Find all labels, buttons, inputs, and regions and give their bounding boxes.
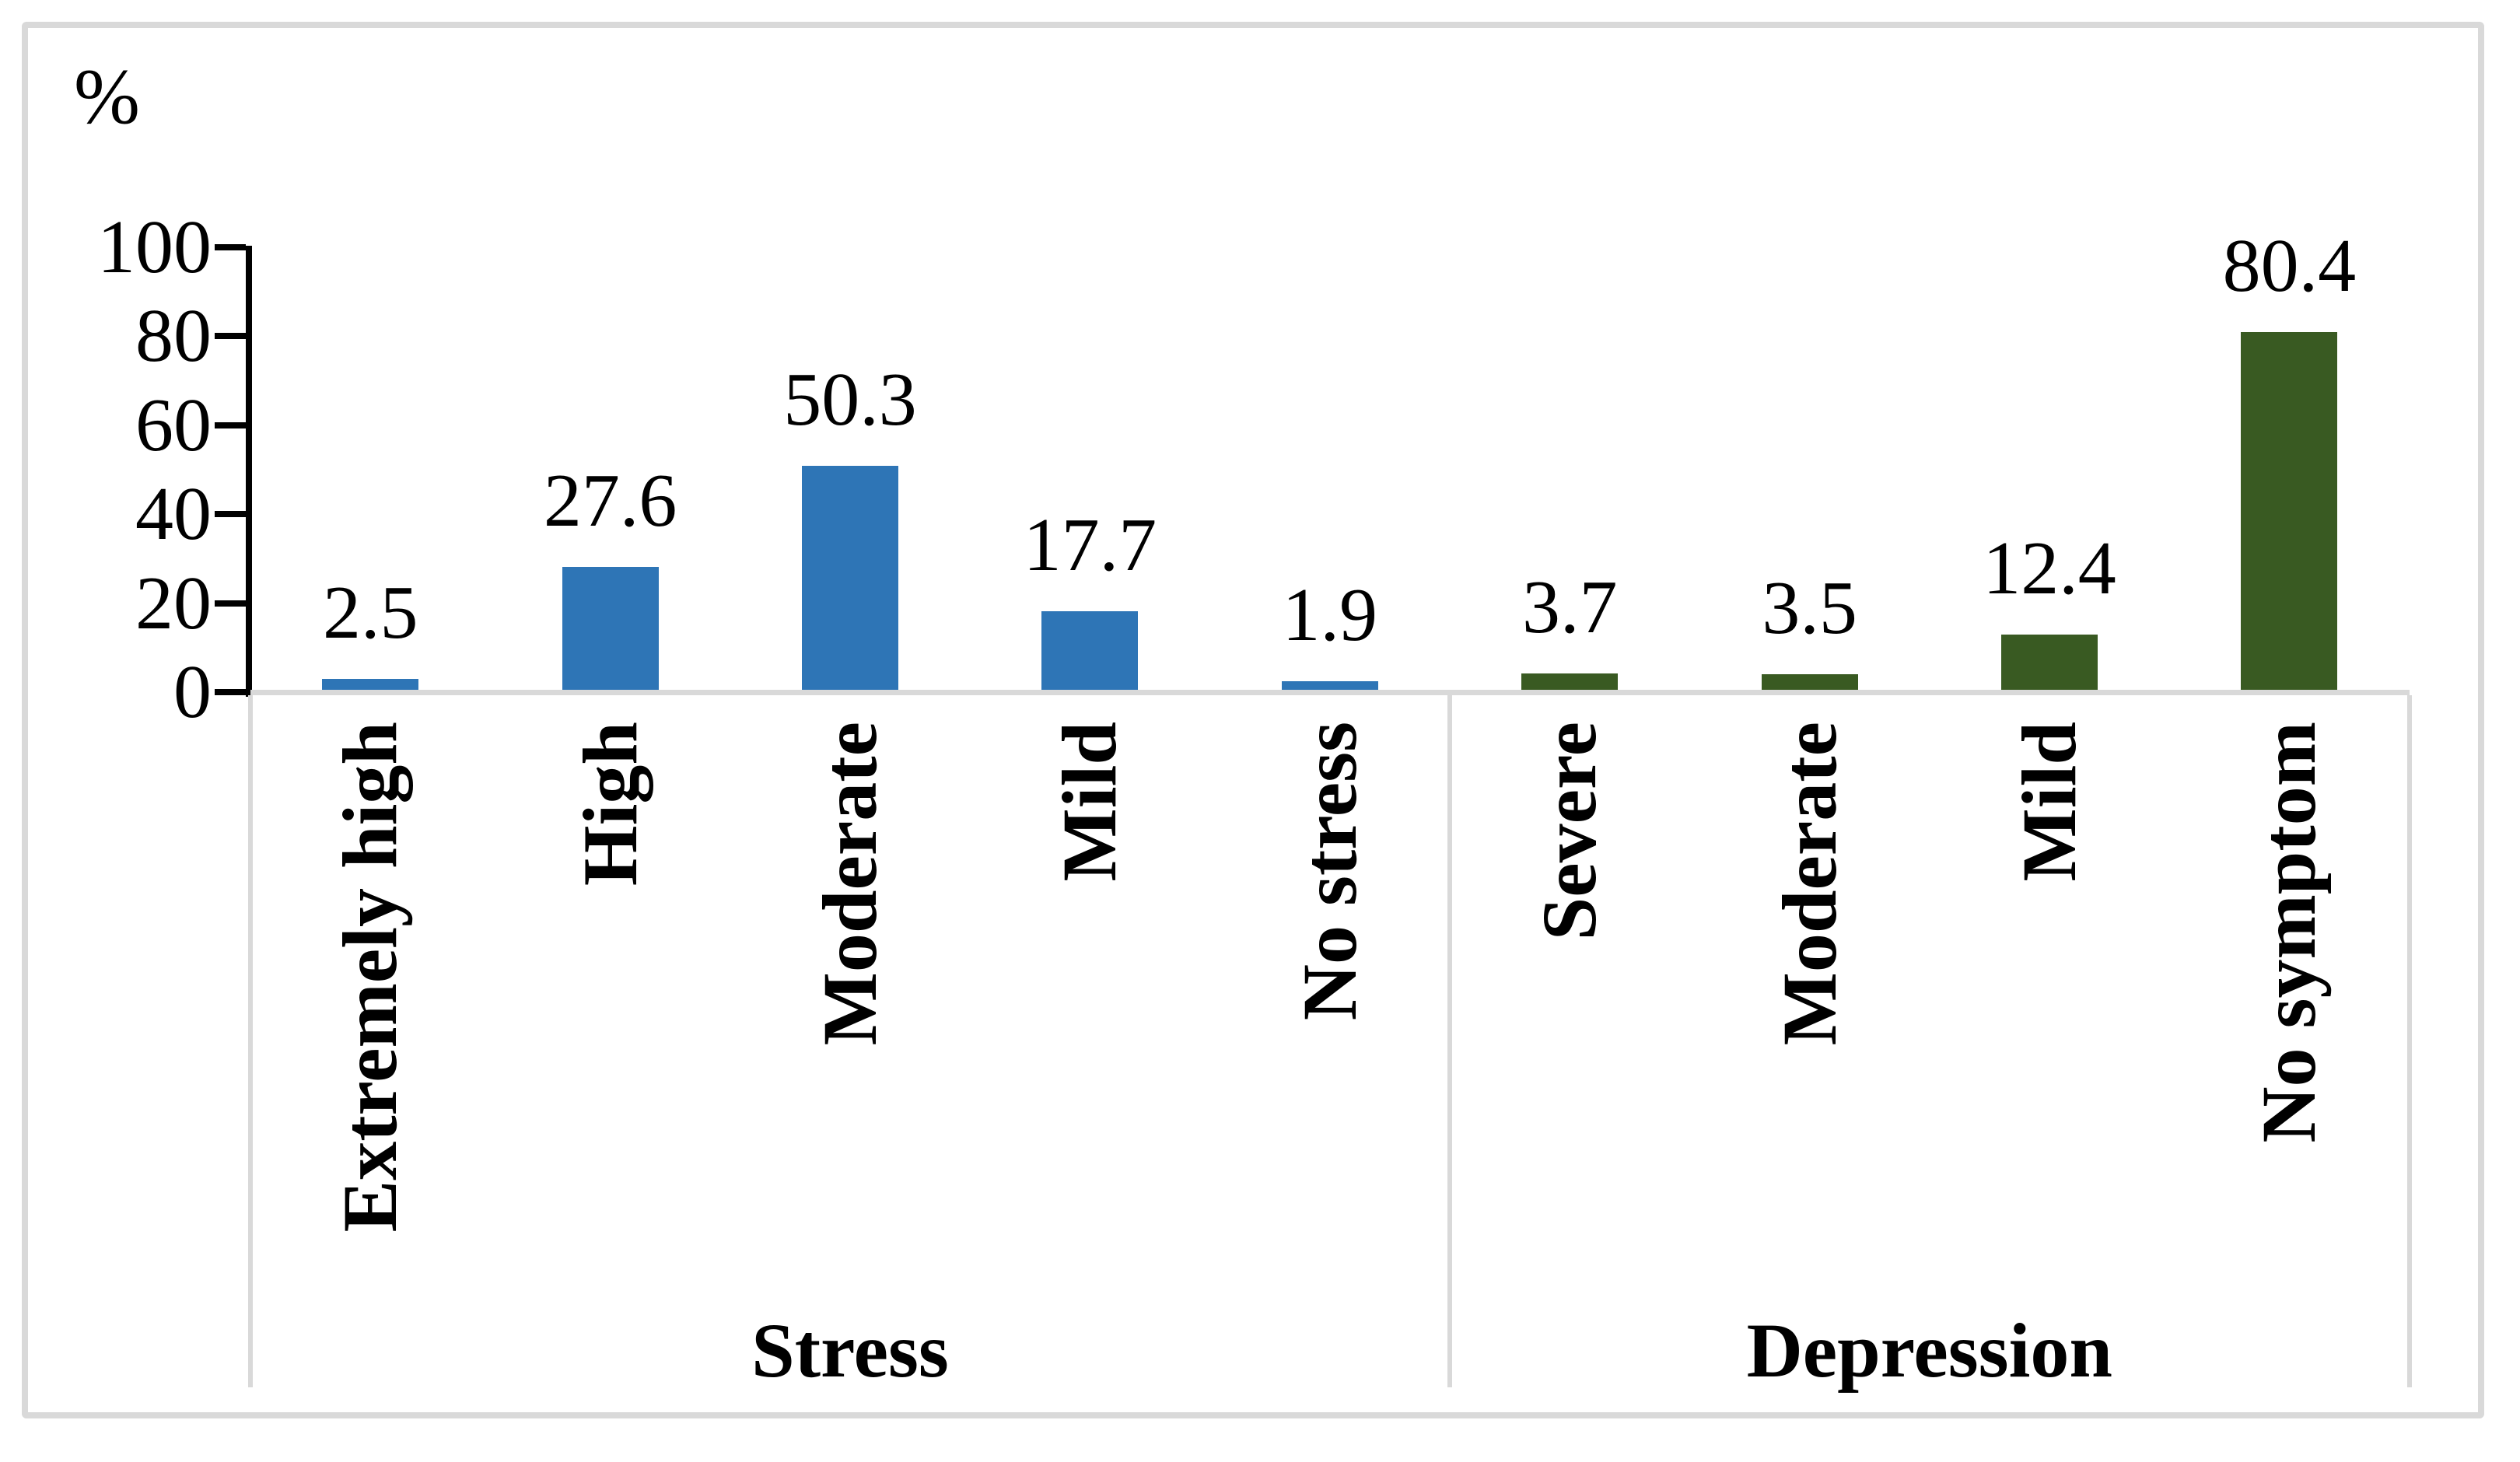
y-axis-tick-mark (215, 244, 246, 250)
value-label-no-symptom: 80.4 (2222, 224, 2357, 308)
x-axis-line (250, 690, 2410, 695)
category-group-divider (1447, 695, 1452, 1387)
value-label-no-stress: 1.9 (1282, 573, 1378, 657)
value-label-moderate: 3.5 (1762, 566, 1857, 650)
value-label-high: 27.6 (543, 459, 677, 543)
y-axis-tick-label: 80 (135, 294, 212, 379)
y-axis-tick-mark (215, 600, 246, 607)
bar-moderate (1761, 674, 1858, 690)
category-label-mild: Mild (1046, 722, 1133, 882)
category-group-divider (2406, 695, 2412, 1387)
y-axis-tick-mark (215, 511, 246, 518)
y-axis-tick-label: 100 (97, 205, 212, 289)
value-label-extremely-high: 2.5 (322, 571, 418, 655)
bar-no-stress (1281, 681, 1378, 690)
y-axis-tick-label: 60 (135, 383, 212, 467)
bar-moderate (802, 466, 898, 690)
category-label-moderate: Moderate (807, 722, 893, 1046)
bar-severe (1521, 673, 1619, 690)
bar-high (562, 567, 659, 690)
y-axis-tick-label: 40 (135, 472, 212, 557)
value-label-mild: 12.4 (1983, 526, 2116, 610)
category-label-no-stress: No stress (1286, 722, 1373, 1021)
bar-extremely-high (322, 679, 419, 690)
group-label-stress: Stress (751, 1307, 949, 1394)
category-label-severe: Severe (1526, 722, 1613, 941)
group-label-depression: Depression (1746, 1307, 2112, 1394)
category-label-high: High (566, 722, 653, 887)
y-axis-line (246, 246, 252, 697)
value-label-moderate: 50.3 (783, 358, 917, 442)
bar-mild (1041, 611, 1139, 690)
category-label-extremely-high: Extremely high (327, 722, 414, 1233)
category-label-no-symptom: No symptom (2245, 722, 2333, 1143)
y-axis-tick-mark (215, 689, 246, 695)
bar-mild (2001, 635, 2098, 690)
y-axis-tick-mark (215, 421, 246, 428)
y-axis-tick-mark (215, 333, 246, 340)
chart-border (22, 22, 2484, 1418)
y-axis-tick-label: 20 (135, 561, 212, 645)
value-label-mild: 17.7 (1023, 503, 1157, 587)
category-group-divider (248, 695, 253, 1387)
y-axis-tick-label: 0 (173, 650, 212, 734)
value-label-severe: 3.7 (1521, 565, 1618, 649)
category-label-mild: Mild (2006, 722, 2092, 882)
bar-no-symptom (2241, 332, 2338, 690)
y-axis-unit-label: % (74, 53, 140, 141)
category-label-moderate: Moderate (1766, 722, 1853, 1046)
